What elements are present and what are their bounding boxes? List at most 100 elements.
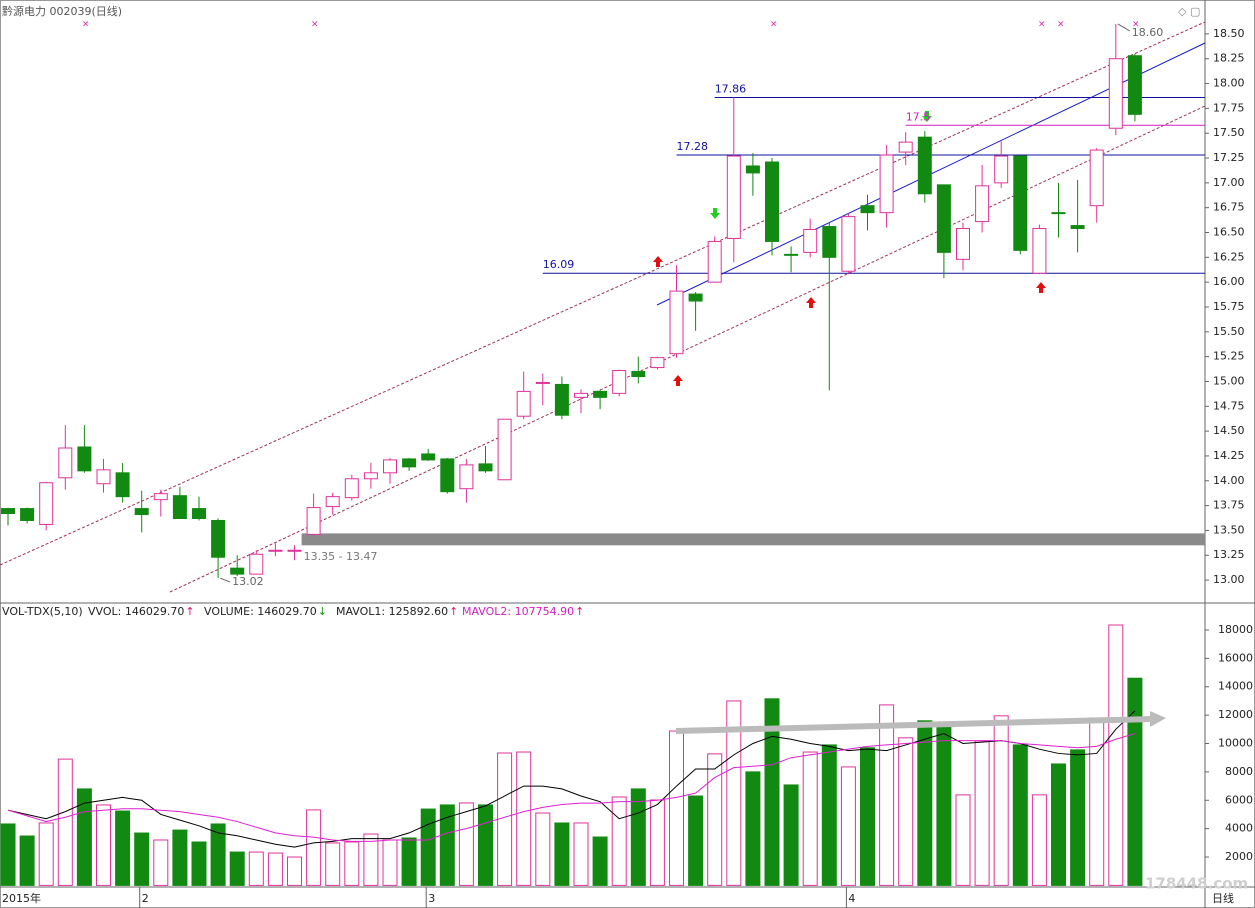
candle-body bbox=[975, 185, 990, 223]
volume-bar bbox=[917, 720, 933, 886]
svg-text:×: × bbox=[1132, 20, 1140, 30]
candle-body bbox=[516, 390, 531, 417]
candle-body bbox=[211, 519, 226, 558]
candle-body bbox=[1108, 58, 1123, 129]
ma-line bbox=[7, 733, 1136, 842]
window-icons: ◇ ▢ bbox=[1178, 5, 1200, 18]
candle-body bbox=[1013, 155, 1028, 251]
y-tick-label: 17.25 bbox=[1213, 151, 1245, 164]
candle-body bbox=[669, 290, 684, 355]
y-tick-label: 15.50 bbox=[1213, 325, 1245, 338]
y-tick-label: 13.50 bbox=[1213, 523, 1245, 536]
volume-bar bbox=[573, 822, 589, 886]
x-tick-label: 2015年 bbox=[2, 891, 41, 905]
volume-bar bbox=[96, 804, 111, 886]
candle-body bbox=[535, 381, 550, 384]
volume-bar bbox=[38, 822, 54, 886]
line-label: 17.86 bbox=[715, 82, 747, 95]
candle-body bbox=[917, 136, 932, 195]
volume-bar bbox=[1089, 717, 1105, 886]
low-pointer bbox=[219, 577, 231, 583]
y-tick-label: 18.50 bbox=[1213, 27, 1245, 40]
candle-body bbox=[478, 463, 493, 472]
volume-trend bbox=[675, 711, 1166, 734]
volume-bar bbox=[401, 837, 417, 886]
candle-body bbox=[803, 229, 818, 253]
candle-body bbox=[1127, 55, 1142, 115]
y-tick-label: 17.75 bbox=[1213, 101, 1245, 114]
candle-body bbox=[306, 507, 321, 535]
candle-body bbox=[20, 508, 35, 521]
volume-bar bbox=[1051, 763, 1066, 886]
candle-body bbox=[153, 493, 168, 501]
svg-text:×: × bbox=[1057, 20, 1065, 30]
candle-body bbox=[936, 184, 951, 253]
candle-body bbox=[344, 478, 359, 499]
y-tick-label: 16.00 bbox=[1213, 275, 1245, 288]
low-label: 13.02 bbox=[232, 575, 264, 588]
volume-bar bbox=[879, 704, 895, 886]
volume-bar bbox=[764, 698, 780, 886]
candle-body bbox=[860, 205, 875, 214]
volume-bar bbox=[134, 832, 150, 886]
y-tick-label: 16000 bbox=[1218, 651, 1253, 664]
volume-bar bbox=[649, 799, 665, 886]
volume-legend: VOLUME: 146029.70 bbox=[204, 605, 317, 618]
candle-body bbox=[39, 482, 54, 525]
candle-body bbox=[650, 357, 665, 369]
legend-arrow: ↑ bbox=[449, 605, 458, 618]
candle-body bbox=[554, 383, 569, 416]
x-tick-label: 3 bbox=[428, 892, 435, 905]
chart-title: 黔源电力 002039(日线) bbox=[2, 4, 122, 18]
svg-text:×: × bbox=[82, 20, 90, 30]
volume-bar bbox=[630, 788, 646, 886]
volume-bar bbox=[554, 822, 570, 886]
volume-bar bbox=[898, 737, 914, 886]
volume-bar bbox=[592, 836, 608, 886]
y-tick-label: 15.25 bbox=[1213, 350, 1245, 363]
candle-body bbox=[765, 161, 779, 242]
legend-arrow: ↑ bbox=[185, 605, 194, 618]
candle-body bbox=[956, 228, 970, 260]
y-tick-label: 16.75 bbox=[1213, 201, 1245, 214]
volume-bar bbox=[325, 842, 341, 886]
volume-bar bbox=[1070, 749, 1086, 886]
event-markers: × × × × × × bbox=[82, 20, 1140, 30]
y-tick-label: 17.00 bbox=[1213, 176, 1245, 189]
volume-legend: VOL-TDX(5,10) bbox=[2, 605, 83, 618]
line-label: 17.28 bbox=[677, 140, 709, 153]
volume-bar bbox=[267, 852, 283, 886]
legend-arrow: ↑ bbox=[575, 605, 584, 618]
candle-body bbox=[497, 418, 512, 481]
candle-body bbox=[1032, 228, 1047, 274]
volume-bar bbox=[955, 794, 971, 886]
y-tick-label: 10000 bbox=[1218, 737, 1253, 750]
candle-body bbox=[1, 508, 15, 515]
y-tick-label: 16.50 bbox=[1213, 226, 1245, 239]
candle-body bbox=[1070, 225, 1085, 230]
y-tick-label: 14000 bbox=[1218, 680, 1253, 693]
y-tick-label: 13.75 bbox=[1213, 499, 1245, 512]
volume-bar bbox=[821, 744, 837, 886]
y-tick-label: 17.50 bbox=[1213, 126, 1245, 139]
candle-body bbox=[58, 447, 73, 479]
high-pointer bbox=[1117, 23, 1131, 32]
channel-lower bbox=[169, 105, 1206, 593]
volume-bar bbox=[1012, 744, 1028, 886]
y-tick-label: 16.25 bbox=[1213, 250, 1245, 263]
candle-body bbox=[994, 155, 1009, 184]
volume-bar bbox=[974, 740, 990, 886]
volume-bar bbox=[458, 802, 474, 886]
volume-bar bbox=[1031, 794, 1047, 886]
volume-bar bbox=[306, 809, 322, 886]
y-tick-label: 8000 bbox=[1225, 765, 1253, 778]
candle-body bbox=[115, 472, 130, 498]
volume-bar bbox=[936, 724, 952, 886]
x-tick-label: 4 bbox=[848, 892, 855, 905]
y-tick-label: 18000 bbox=[1218, 623, 1253, 636]
candle-body bbox=[287, 549, 302, 552]
period-label: 日线 bbox=[1212, 891, 1234, 905]
line-label: 16.09 bbox=[543, 258, 575, 271]
candle-body bbox=[898, 141, 913, 153]
volume-bar bbox=[840, 766, 856, 886]
